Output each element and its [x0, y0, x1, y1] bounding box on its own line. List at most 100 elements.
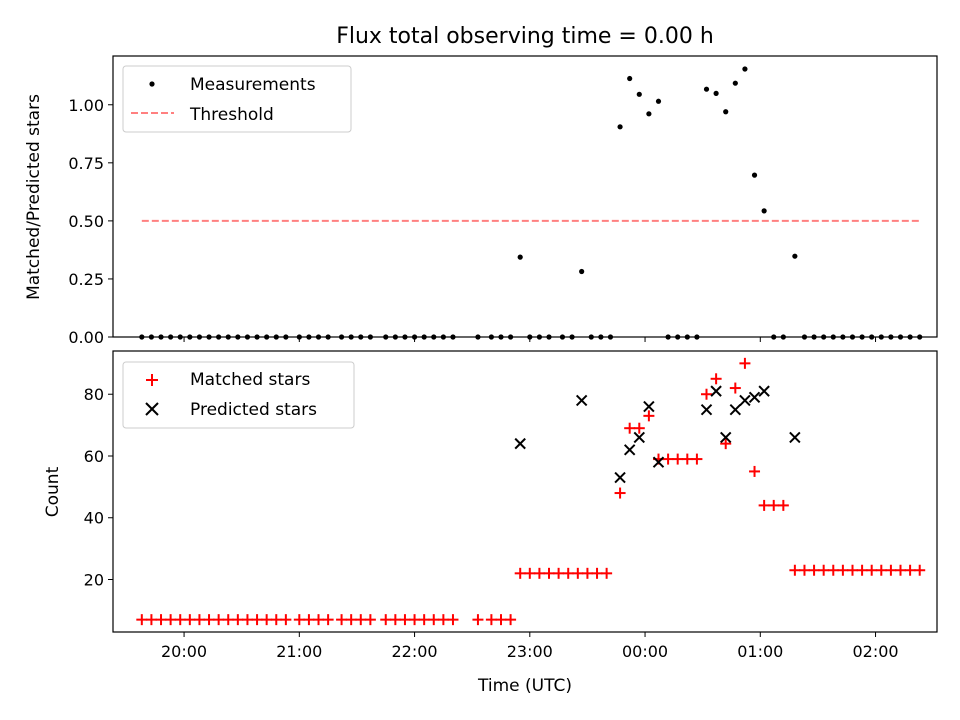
matched-star-point [184, 614, 196, 626]
x-tick-label: 00:00 [622, 642, 668, 661]
matched-star-point [846, 564, 858, 576]
measurement-point [723, 109, 729, 115]
measurement-point [517, 254, 523, 260]
matched-star-point [904, 564, 916, 576]
x-tick-label: 02:00 [852, 642, 898, 661]
x-tick-label: 23:00 [507, 642, 553, 661]
measurement-point [732, 80, 738, 86]
predicted-star-point [789, 431, 801, 444]
matched-star-point [624, 422, 636, 434]
predicted-star-point [758, 385, 770, 397]
matched-star-point [241, 614, 253, 626]
matched-star-point [280, 614, 292, 626]
matched-star-point [261, 614, 273, 626]
x-tick-label: 21:00 [276, 642, 322, 661]
predicted-star-point [720, 431, 732, 444]
ratio-y-tick-label: 0.25 [68, 270, 104, 289]
matched-star-point [818, 564, 830, 576]
legend-matched-marker [146, 374, 158, 386]
matched-star-point [251, 614, 263, 626]
ratio-y-tick-label: 0.75 [68, 154, 104, 173]
ratio-y-tick-label: 0.00 [68, 328, 104, 347]
matched-star-point [389, 614, 401, 626]
predicted-star-point [739, 394, 751, 407]
matched-star-point [662, 453, 674, 465]
matched-star-point [729, 382, 741, 394]
predicted-star-point [614, 471, 626, 484]
matched-star-point [614, 487, 626, 499]
matched-star-point [364, 614, 376, 626]
measurement-point [636, 91, 642, 97]
matched-star-point [691, 453, 703, 465]
matched-star-point [643, 410, 655, 422]
matched-star-point [672, 453, 684, 465]
ratio-axes-frame [112, 55, 938, 338]
matched-star-point [533, 567, 545, 579]
matched-star-point [827, 564, 839, 576]
matched-star-point [701, 388, 713, 400]
count-y-tick-label: 80 [84, 385, 104, 404]
predicted-star-point [748, 391, 761, 404]
matched-star-point [136, 614, 148, 626]
matched-star-point [591, 567, 603, 579]
matched-star-point [485, 614, 497, 626]
ratio-y-tick-label: 1.00 [68, 96, 104, 115]
matched-star-point [155, 614, 167, 626]
matched-star-point [837, 564, 849, 576]
matched-star-point [720, 438, 732, 450]
matched-star-point [633, 422, 645, 434]
matched-star-point [145, 614, 157, 626]
matched-star-point [409, 614, 421, 626]
matched-star-point [914, 564, 926, 576]
measurement-point [646, 111, 652, 117]
matched-star-point [213, 614, 225, 626]
measurement-point [713, 90, 719, 96]
matched-star-point [875, 564, 887, 576]
matched-star-point [303, 614, 315, 626]
measurement-point [627, 75, 633, 82]
matched-star-point [710, 373, 722, 385]
matched-star-point [380, 614, 392, 626]
count-legend: Matched stars Predicted stars [122, 361, 355, 429]
matched-star-point [581, 567, 593, 579]
matched-star-point [322, 614, 334, 626]
matched-star-point [345, 614, 357, 626]
matched-star-point [524, 567, 536, 579]
legend-measurements-label: Measurements [190, 75, 316, 95]
matched-star-point [553, 567, 565, 579]
matched-star-point [856, 564, 868, 576]
matched-star-point [418, 614, 430, 626]
ratio-y-axis-label: Matched/Predicted stars [24, 94, 44, 300]
predicted-star-point [623, 444, 636, 456]
predicted-star-point [700, 403, 713, 416]
matched-star-point [428, 614, 440, 626]
matched-star-point [758, 499, 770, 511]
legend-matched-label: Matched stars [190, 370, 310, 390]
measurement-point [579, 268, 585, 275]
count-axes-frame [112, 350, 938, 633]
measurement-point [792, 253, 798, 259]
matched-star-point [543, 567, 555, 579]
legend-predicted-marker [145, 402, 159, 416]
matched-star-point [447, 614, 459, 626]
matched-star-point [562, 567, 574, 579]
x-tick-label: 20:00 [161, 642, 207, 661]
matched-star-point [777, 499, 789, 511]
count-y-tick-label: 60 [84, 447, 104, 466]
matched-star-point [313, 614, 325, 626]
matched-star-point [270, 614, 282, 626]
matched-star-point [681, 453, 693, 465]
matched-star-point [495, 614, 507, 626]
count-panel: 20 40 60 80 20:00 21:00 22:00 23:00 00:00 01:00 0… [43, 350, 938, 696]
ratio-panel: 0.00 0.25 0.50 0.75 1.00 Matched/Predicted s… [24, 55, 938, 347]
predicted-star-point [643, 400, 655, 413]
ratio-legend: Measurements Threshold [122, 65, 352, 133]
matched-star-point [572, 567, 584, 579]
count-y-tick-label: 20 [84, 571, 104, 590]
matched-star-point [293, 614, 305, 626]
measurement-point [617, 124, 623, 130]
matched-star-point [472, 614, 484, 626]
x-tick-label: 22:00 [392, 642, 438, 661]
measurement-point [703, 86, 710, 92]
ratio-y-tick-label: 0.50 [68, 212, 104, 231]
